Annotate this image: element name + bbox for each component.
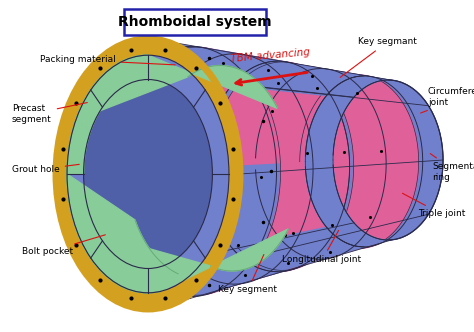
Text: Circumferential
joint: Circumferential joint <box>420 87 474 113</box>
Text: Precast
segment: Precast segment <box>12 103 87 124</box>
Polygon shape <box>76 55 148 131</box>
Ellipse shape <box>333 80 443 240</box>
Polygon shape <box>305 160 388 247</box>
Text: Segmental
ring: Segmental ring <box>430 154 474 182</box>
Polygon shape <box>148 39 443 309</box>
Polygon shape <box>201 47 350 295</box>
Polygon shape <box>56 41 183 174</box>
Text: Grout hole: Grout hole <box>12 164 79 175</box>
Ellipse shape <box>67 55 229 293</box>
Ellipse shape <box>56 39 240 309</box>
Polygon shape <box>56 171 183 307</box>
Polygon shape <box>67 120 91 174</box>
Polygon shape <box>76 55 278 120</box>
Polygon shape <box>76 217 148 293</box>
Text: Triple joint: Triple joint <box>402 193 465 218</box>
Text: Bolt pocket: Bolt pocket <box>22 235 105 257</box>
Text: Rhomboidal system: Rhomboidal system <box>118 15 272 29</box>
Polygon shape <box>211 86 321 166</box>
Polygon shape <box>142 246 287 295</box>
Text: TBM advancing: TBM advancing <box>230 47 310 64</box>
Polygon shape <box>283 62 419 270</box>
Text: Key segment: Key segment <box>219 255 277 294</box>
Text: Key segmant: Key segmant <box>340 38 417 77</box>
Polygon shape <box>232 61 364 96</box>
Ellipse shape <box>83 79 212 269</box>
Polygon shape <box>142 47 287 86</box>
Polygon shape <box>111 76 232 171</box>
Polygon shape <box>232 227 364 272</box>
Polygon shape <box>305 76 388 161</box>
Text: Longitudinal joint: Longitudinal joint <box>283 230 362 265</box>
FancyBboxPatch shape <box>124 9 266 35</box>
Text: Packing material: Packing material <box>40 55 175 65</box>
Polygon shape <box>67 174 178 274</box>
Ellipse shape <box>56 39 240 309</box>
Polygon shape <box>76 228 288 293</box>
